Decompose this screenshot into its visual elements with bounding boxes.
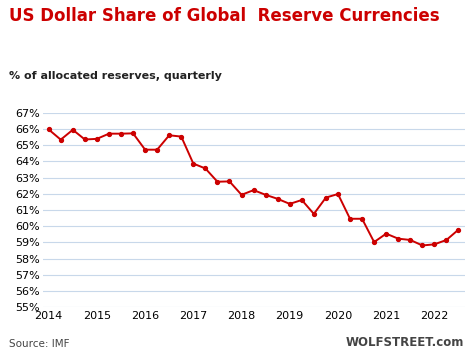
Text: % of allocated reserves, quarterly: % of allocated reserves, quarterly xyxy=(9,71,222,80)
Text: Source: IMF: Source: IMF xyxy=(9,340,70,349)
Text: WOLFSTREET.com: WOLFSTREET.com xyxy=(346,336,465,349)
Text: US Dollar Share of Global  Reserve Currencies: US Dollar Share of Global Reserve Curren… xyxy=(9,7,440,25)
